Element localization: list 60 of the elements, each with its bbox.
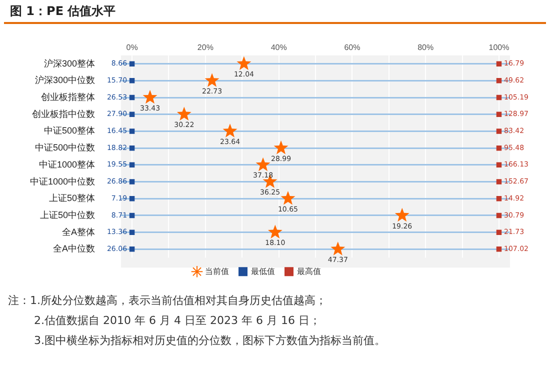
chart-title: 图 1：PE 估值水平 (4, 0, 546, 24)
point (496, 212, 502, 218)
y-tick-label: 创业板指整体 (41, 92, 96, 102)
y-tick-label: 沪深300中位数 (34, 75, 96, 86)
y-tick-label: 全A中位数 (53, 244, 96, 254)
point (142, 90, 158, 104)
legend-label: 最高值 (297, 266, 321, 276)
y-tick-label: 上证50中位数 (40, 210, 96, 220)
point (496, 78, 502, 84)
point (129, 179, 135, 184)
point (496, 61, 502, 66)
point (222, 124, 238, 138)
point (496, 112, 502, 117)
point (129, 112, 135, 117)
point (129, 78, 135, 84)
point (129, 94, 135, 100)
point (256, 157, 270, 172)
point (394, 208, 410, 222)
point (330, 242, 346, 256)
point (129, 61, 135, 66)
point (496, 179, 502, 184)
point (129, 230, 135, 235)
y-tick-label: 中证1000中位数 (30, 176, 96, 186)
x-tick-label: 40% (270, 42, 287, 52)
y-tick-label: 中证500整体 (44, 126, 96, 136)
point (496, 145, 502, 151)
point (280, 191, 296, 205)
y-tick-label: 沪深300整体 (44, 58, 96, 68)
point (129, 162, 135, 168)
x-tick-label: 100% (488, 42, 510, 52)
x-tick-label: 20% (197, 42, 214, 52)
point (129, 246, 135, 252)
point (236, 56, 252, 70)
y-tick-label: 创业板指中位数 (32, 108, 96, 119)
text: 3.图中横坐标为指标相对历史值的分位数，图标下方数值为指标当前值。 (33, 333, 386, 349)
point (496, 196, 502, 202)
x-tick-label: 60% (344, 42, 360, 52)
point (204, 73, 220, 87)
point (129, 145, 135, 151)
point (176, 106, 192, 121)
point (496, 230, 502, 235)
point (129, 196, 135, 202)
point (496, 246, 502, 252)
point (268, 224, 282, 238)
point (496, 162, 502, 168)
text: 2.估值数据自 2010 年 6 月 4 日至 2023 年 6 月 16 日； (33, 313, 322, 329)
x-tick-label: 0% (126, 42, 138, 52)
point (274, 140, 288, 154)
point (129, 212, 135, 218)
point (496, 128, 502, 134)
legend-label: 当前值 (205, 266, 229, 276)
legend-label: 最低值 (251, 266, 275, 276)
y-tick-label: 中证1000整体 (38, 159, 96, 170)
text: 注：1.所处分位数越高，表示当前估值相对其自身历史估值越高； (8, 293, 328, 309)
point (129, 128, 135, 134)
y-tick-label: 全A整体 (62, 226, 96, 237)
y-tick-label: 上证50整体 (49, 193, 96, 204)
x-tick-label: 80% (418, 42, 434, 52)
point (496, 94, 502, 100)
y-tick-label: 中证500中位数 (34, 142, 96, 153)
